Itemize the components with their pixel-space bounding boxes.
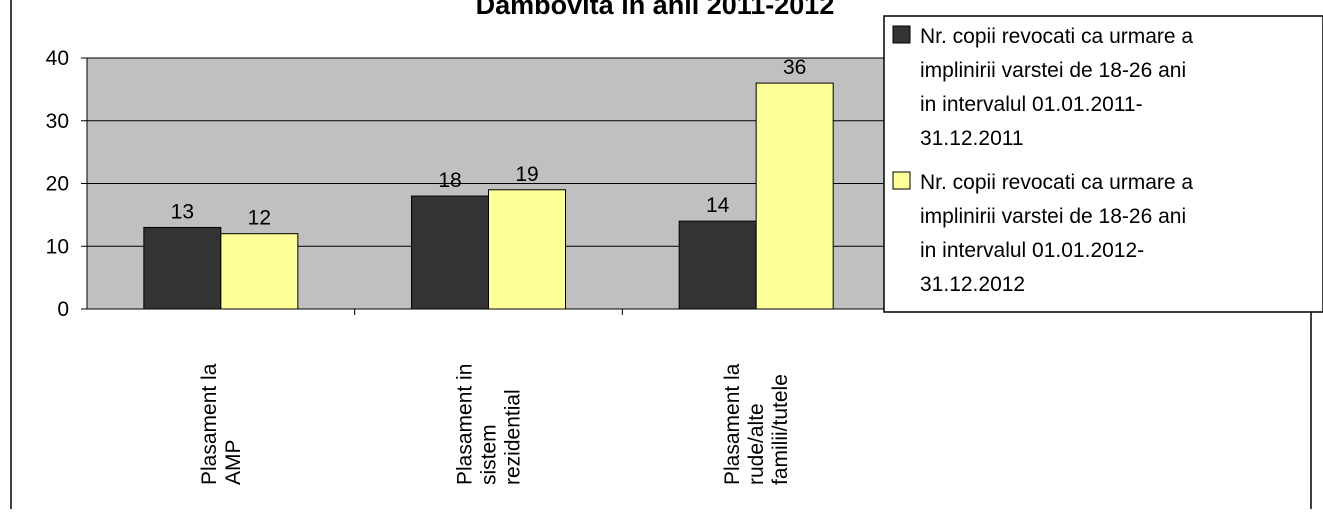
y-tick-label: 20	[46, 173, 69, 196]
data-label: 19	[515, 163, 538, 186]
category-label-line: Plasament la	[721, 363, 744, 485]
chart-title: Dambovita in anii 2011-2012	[476, 0, 835, 20]
legend-label: Nr. copii revocati ca urmare a implinirii…	[920, 25, 1193, 150]
data-label: 18	[438, 169, 461, 192]
bar	[755, 82, 834, 310]
category-label-line: sistem	[478, 424, 501, 485]
data-label: 14	[706, 194, 730, 217]
legend-label-line: in intervalul 01.01.2012-	[920, 239, 1144, 262]
category-label: Plasament insistemrezidential	[454, 364, 525, 485]
category-label-line: Plasament la	[198, 363, 221, 485]
bar	[411, 195, 489, 310]
y-tick-label: 40	[46, 47, 69, 70]
category-label-line: AMP	[222, 439, 245, 485]
legend-label-line: 31.12.2012	[920, 273, 1025, 296]
bar	[220, 233, 299, 310]
data-label: 12	[248, 207, 271, 230]
category-label: Plasament larude/altefamilii/tutele	[721, 363, 792, 485]
legend-label-line: 31.12.2011	[920, 127, 1024, 150]
legend-box	[883, 15, 1323, 313]
category-label-line: rezidential	[502, 389, 525, 485]
legend-label-line: Nr. copii revocati ca urmare a	[920, 171, 1193, 194]
legend-label-line: implinirii varstei de 18-26 ani	[920, 205, 1186, 228]
y-tick-label: 0	[57, 298, 69, 321]
bar	[488, 189, 566, 310]
y-tick-label: 30	[46, 110, 69, 133]
data-label: 13	[171, 200, 194, 223]
data-label: 36	[783, 56, 806, 79]
legend-swatch	[892, 25, 911, 44]
category-label-line: familii/tutele	[769, 374, 792, 485]
bar	[143, 226, 222, 310]
legend-label: Nr. copii revocati ca urmare a implinirii…	[920, 171, 1193, 296]
legend: Nr. copii revocati ca urmare a implinirii…	[10, 0, 1323, 509]
bar	[678, 220, 757, 310]
legend-label-line: in intervalul 01.01.2011-	[920, 93, 1143, 116]
category-label-line: rude/alte	[745, 403, 768, 485]
legend-swatch	[892, 171, 911, 190]
y-tick-label: 10	[46, 235, 69, 258]
category-label: Plasament laAMP	[198, 363, 245, 485]
legend-label-line: implinirii varstei de 18-26 ani	[920, 59, 1186, 82]
category-label-line: Plasament in	[454, 364, 477, 485]
legend-label-line: Nr. copii revocati ca urmare a	[920, 25, 1193, 48]
